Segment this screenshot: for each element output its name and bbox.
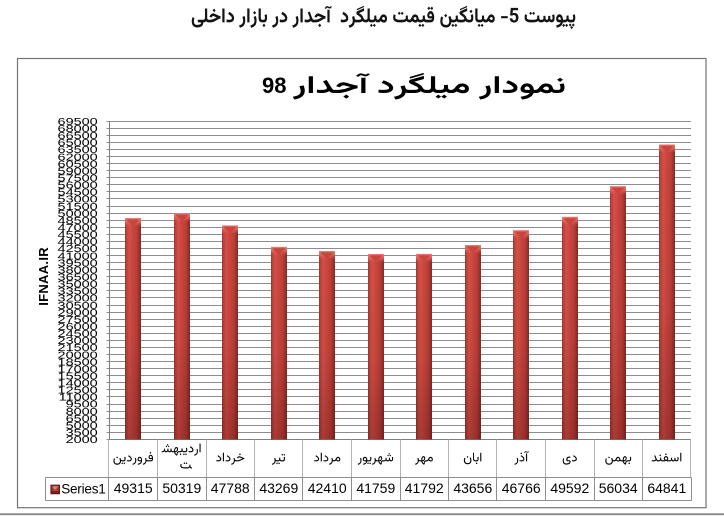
svg-text:63500: 63500 <box>58 144 98 156</box>
svg-text:47788: 47788 <box>211 480 250 496</box>
svg-text:49592: 49592 <box>550 480 589 496</box>
svg-text:41759: 41759 <box>356 480 395 496</box>
svg-text:26000: 26000 <box>58 321 98 333</box>
svg-text:64841: 64841 <box>647 480 686 496</box>
svg-text:18500: 18500 <box>58 356 98 368</box>
svg-text:65000: 65000 <box>58 137 98 149</box>
svg-text:46766: 46766 <box>502 480 541 496</box>
svg-text:2000: 2000 <box>66 434 98 446</box>
svg-text:69500: 69500 <box>58 116 98 128</box>
svg-text:9500: 9500 <box>66 399 98 411</box>
svg-text:57500: 57500 <box>58 172 98 184</box>
svg-text:41792: 41792 <box>405 480 444 496</box>
svg-text:33500: 33500 <box>58 286 98 298</box>
svg-text:27500: 27500 <box>58 314 98 326</box>
svg-text:30500: 30500 <box>58 300 98 312</box>
svg-text:14000: 14000 <box>58 377 98 389</box>
svg-text:29000: 29000 <box>58 307 98 319</box>
svg-text:IFNAA.IR: IFNAA.IR <box>36 247 51 306</box>
svg-text:6500: 6500 <box>66 413 98 425</box>
svg-text:53000: 53000 <box>58 194 98 206</box>
svg-text:48500: 48500 <box>58 215 98 227</box>
svg-text:59000: 59000 <box>58 165 98 177</box>
svg-text:44000: 44000 <box>58 236 98 248</box>
svg-text:54500: 54500 <box>58 187 98 199</box>
svg-text:Series1: Series1 <box>61 481 105 496</box>
svg-text:42410: 42410 <box>308 480 347 496</box>
svg-text:24500: 24500 <box>58 328 98 340</box>
svg-text:12500: 12500 <box>58 385 98 397</box>
svg-text:3500: 3500 <box>66 427 98 439</box>
svg-text:68000: 68000 <box>58 123 98 135</box>
svg-text:36500: 36500 <box>58 271 98 283</box>
svg-text:62000: 62000 <box>58 151 98 163</box>
svg-text:98: 98 <box>262 73 286 98</box>
svg-text:11000: 11000 <box>59 392 98 404</box>
svg-text:60500: 60500 <box>58 158 98 170</box>
svg-text:17000: 17000 <box>58 363 98 375</box>
svg-text:56034: 56034 <box>599 480 638 496</box>
svg-text:50319: 50319 <box>162 480 201 496</box>
svg-text:39500: 39500 <box>58 257 98 269</box>
svg-text:35000: 35000 <box>58 278 98 290</box>
svg-text:21500: 21500 <box>58 342 98 354</box>
svg-text:47000: 47000 <box>58 222 98 234</box>
svg-text:43656: 43656 <box>453 480 492 496</box>
svg-text:8000: 8000 <box>66 406 98 418</box>
svg-text:66500: 66500 <box>58 130 98 142</box>
svg-text:42500: 42500 <box>58 243 98 255</box>
svg-text:15500: 15500 <box>58 370 98 382</box>
svg-text:23000: 23000 <box>58 335 98 347</box>
svg-text:43269: 43269 <box>259 480 298 496</box>
svg-text:5000: 5000 <box>66 420 98 432</box>
svg-text:38000: 38000 <box>58 264 98 276</box>
svg-text:45500: 45500 <box>58 229 98 241</box>
svg-text:32000: 32000 <box>58 293 98 305</box>
svg-text:50000: 50000 <box>58 208 98 220</box>
svg-text:56000: 56000 <box>58 179 98 191</box>
svg-text:49315: 49315 <box>114 480 153 496</box>
svg-text:41000: 41000 <box>58 250 98 262</box>
svg-text:51500: 51500 <box>58 201 98 213</box>
svg-text:20000: 20000 <box>58 349 98 361</box>
